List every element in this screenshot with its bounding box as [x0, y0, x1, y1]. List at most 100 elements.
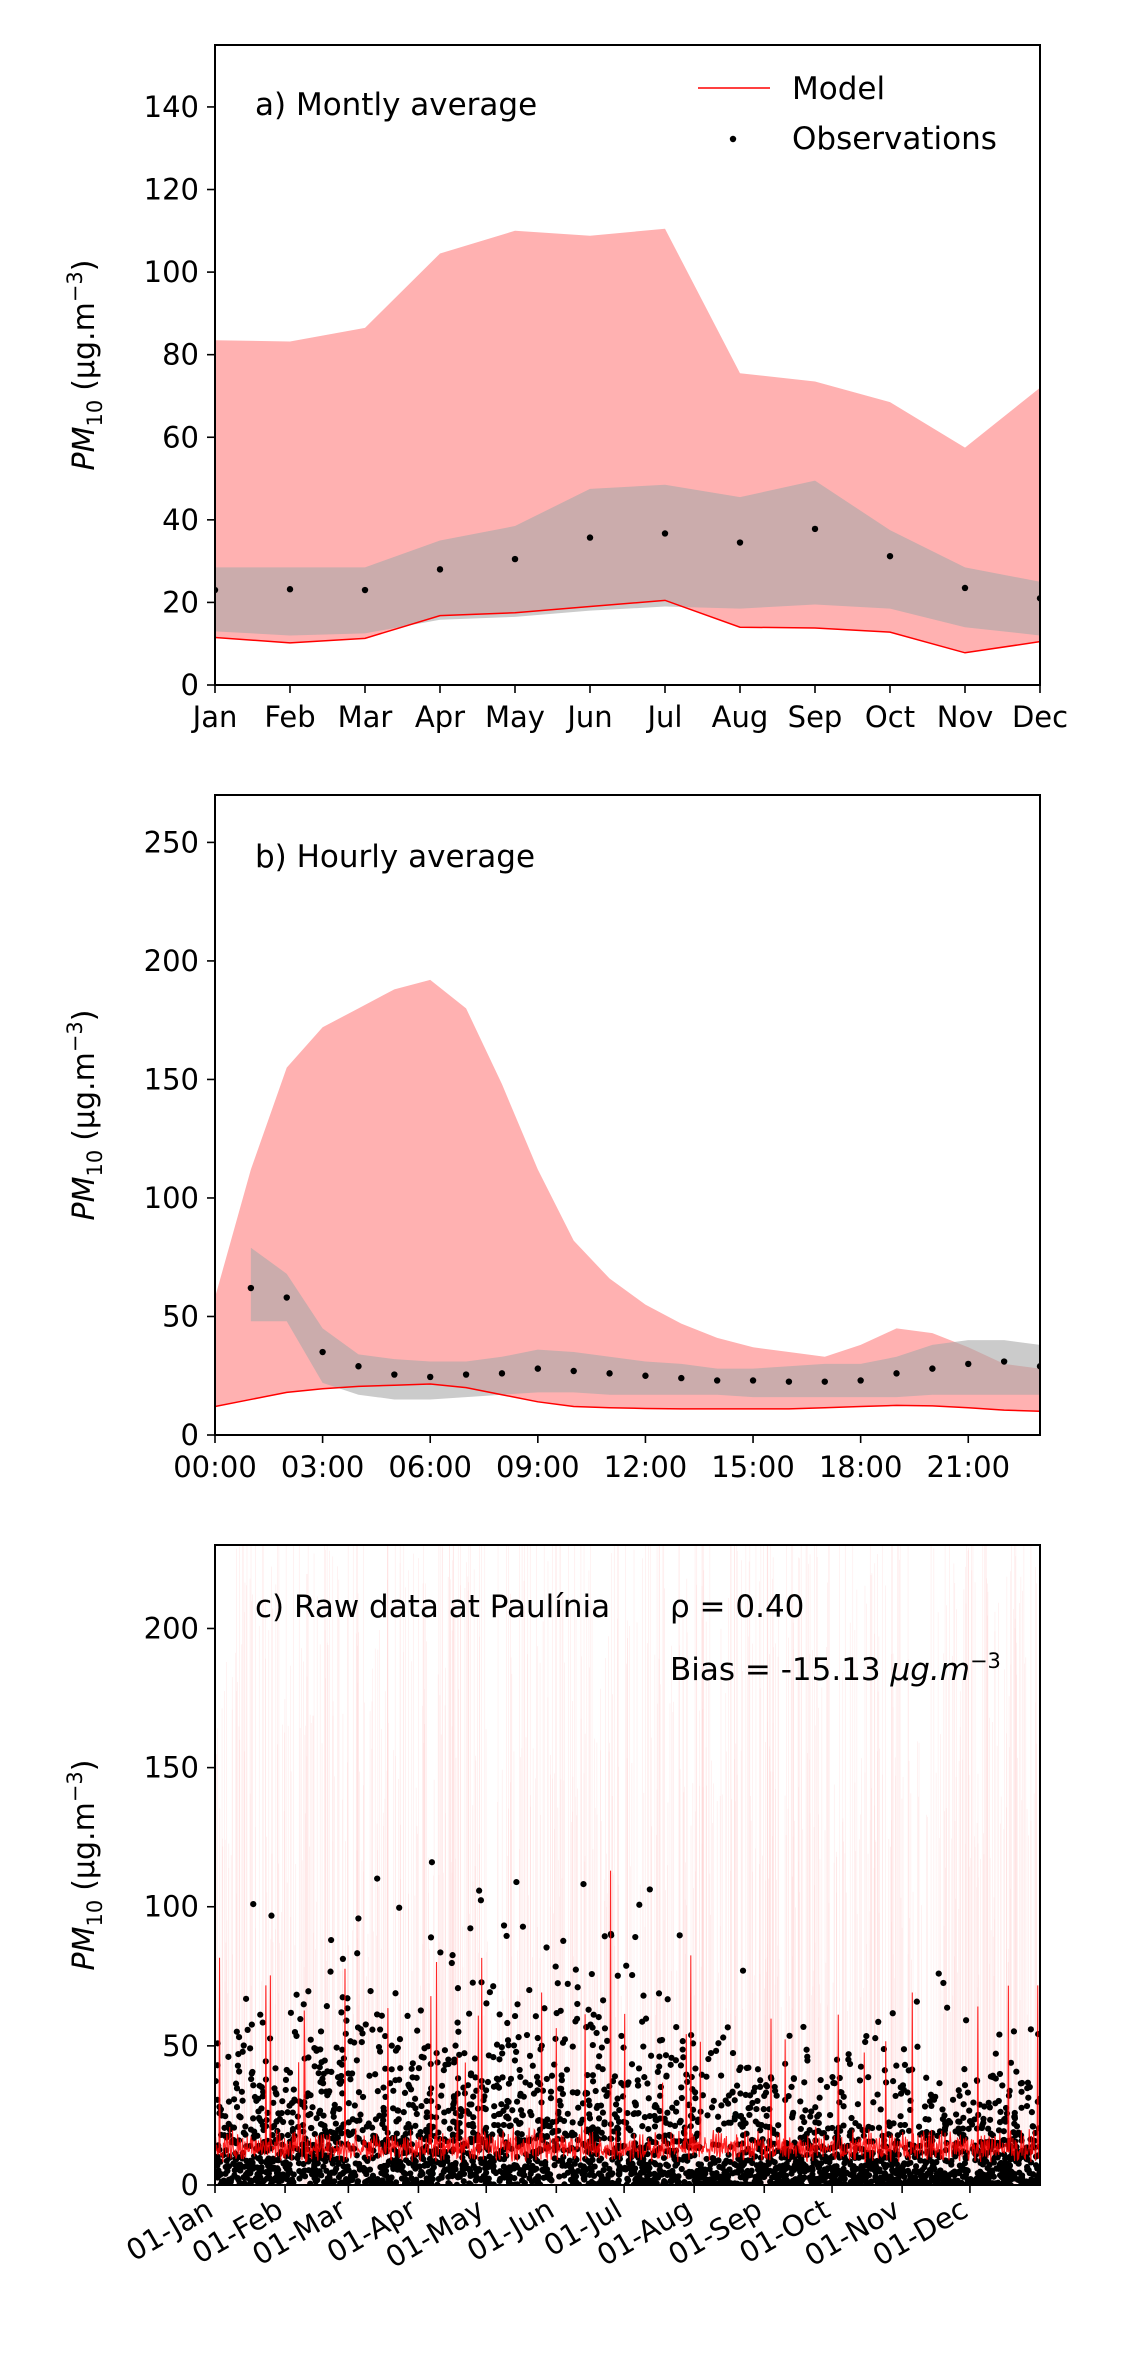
observation-point: [742, 2091, 749, 2098]
observation-point: [513, 2098, 521, 2105]
observation-point: [692, 2065, 699, 2072]
observation-point: [318, 2088, 325, 2095]
observation-point: [629, 1971, 636, 1979]
observation-point: [839, 2168, 846, 2176]
observation-point: [1024, 2166, 1031, 2173]
observation-point: [1023, 2102, 1031, 2110]
observation-point: [712, 2047, 720, 2054]
observation-point: [481, 2155, 488, 2162]
observation-point: [372, 2071, 379, 2078]
observation-point: [823, 2083, 831, 2091]
observation-point: [389, 2163, 397, 2170]
observation-point: [438, 2082, 446, 2089]
observation-point: [900, 2046, 908, 2053]
observation-point: [757, 2127, 764, 2134]
observation-point: [817, 2168, 824, 2176]
observation-point: [897, 2113, 904, 2120]
observation-point: [526, 2082, 534, 2089]
x-tick-label: Dec: [1012, 700, 1068, 734]
observation-point: [461, 2050, 468, 2057]
observation-point: [589, 2156, 596, 2163]
observation-point: [985, 2171, 992, 2179]
observation-point: [421, 2180, 428, 2185]
observation-point: [712, 2174, 719, 2182]
observation-point: [862, 2162, 869, 2169]
observation-point: [517, 2073, 524, 2081]
observation-point: [865, 2074, 872, 2081]
observation-point: [541, 2005, 548, 2012]
observation-point: [331, 2101, 338, 2108]
observation-point: [397, 2065, 404, 2072]
observation-point: [311, 2158, 318, 2165]
observation-point: [580, 2170, 588, 2177]
observation-point: [547, 2175, 554, 2183]
observation-point: [662, 2052, 670, 2059]
observation-point: [553, 2010, 560, 2017]
observation-point: [534, 2117, 542, 2124]
observation-point: [569, 2130, 576, 2137]
observation-point: [1024, 2085, 1031, 2092]
observation-point: [338, 2061, 346, 2068]
observation-point: [435, 2175, 442, 2183]
observation-point: [503, 2103, 510, 2110]
observation-point: [580, 1881, 587, 1888]
observation-point: [385, 2175, 392, 2182]
observation-point: [679, 2046, 686, 2053]
observation-point: [661, 2169, 668, 2176]
observation-point: [692, 2089, 699, 2096]
observation-point: [1000, 2128, 1007, 2135]
observation-point: [897, 2084, 904, 2091]
observation-point: [875, 2018, 882, 2025]
observation-point: [363, 2123, 370, 2130]
observation-point: [352, 2172, 359, 2179]
model-range-band: [215, 979, 1040, 1412]
observation-point: [663, 2161, 670, 2168]
observation-point: [374, 2011, 381, 2018]
observation-point: [719, 2164, 726, 2172]
observation-point: [499, 2050, 506, 2057]
observation-point: [366, 2072, 373, 2079]
observation-point: [562, 2130, 569, 2137]
observation-point: [556, 2097, 563, 2105]
observation-point: [654, 2068, 661, 2075]
observation-point: [240, 2129, 247, 2136]
observation-point: [489, 2131, 496, 2138]
observation-point: [640, 2160, 647, 2167]
observation-point: [493, 2075, 501, 2082]
observation-point: [339, 1955, 347, 1962]
observation-point: [956, 2168, 964, 2175]
observation-point: [856, 2077, 864, 2084]
observation-point: [305, 1988, 312, 1995]
observation-point: [901, 2168, 908, 2175]
observation-point: [807, 2113, 814, 2120]
observation-point: [751, 2179, 759, 2185]
observation-point: [935, 1970, 942, 1977]
observation-point: [747, 2104, 754, 2111]
observation-point: [893, 2062, 900, 2069]
observation-point: [792, 2176, 799, 2183]
observation-point: [231, 2172, 238, 2179]
observation-point: [248, 2075, 255, 2083]
observation-point: [1025, 2094, 1032, 2101]
observation-point: [300, 2001, 307, 2008]
observation-point: [398, 2162, 405, 2169]
observation-point: [402, 2178, 410, 2185]
observation-point: [956, 2162, 964, 2169]
observation-point: [483, 2087, 490, 2094]
observation-point: [762, 2082, 770, 2089]
observation-point: [672, 2057, 680, 2064]
observation-point: [905, 2127, 913, 2134]
observation-point: [352, 2160, 359, 2167]
observation-point: [667, 2061, 674, 2068]
observation-point: [882, 2164, 889, 2171]
observation-point: [756, 2176, 763, 2183]
y-tick-label: 50: [162, 1299, 199, 1333]
observation-point: [317, 2078, 324, 2086]
observation-point: [247, 2126, 255, 2133]
observation-point: [958, 2179, 965, 2185]
observation-point: [897, 2090, 905, 2097]
observation-point: [797, 2098, 804, 2105]
observation-point: [847, 2178, 855, 2185]
observation-point: [606, 2165, 613, 2173]
observation-point: [1000, 1358, 1008, 1365]
